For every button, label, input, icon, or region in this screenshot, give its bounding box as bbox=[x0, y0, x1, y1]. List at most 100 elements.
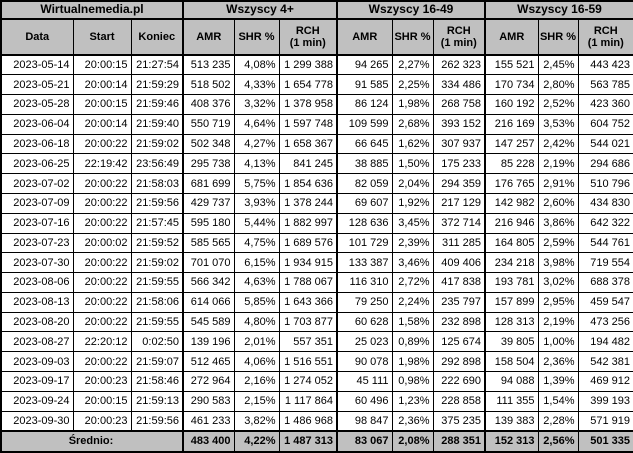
table-cell: 272 964 bbox=[182, 371, 235, 392]
table-cell: 1,98% bbox=[391, 94, 434, 115]
group-header-all-16-59: Wszyscy 16-59 bbox=[484, 0, 633, 20]
table-cell: 307 937 bbox=[432, 133, 486, 155]
table-cell: 544 761 bbox=[577, 232, 633, 254]
table-cell: 688 378 bbox=[577, 272, 633, 293]
table-cell: 2023-05-21 bbox=[0, 74, 74, 96]
table-cell: 2,01% bbox=[233, 331, 280, 353]
table-cell: 20:00:22 bbox=[72, 291, 132, 313]
table-cell: 2,72% bbox=[391, 272, 434, 293]
table-cell: 39 805 bbox=[484, 331, 539, 353]
table-cell: 393 152 bbox=[432, 113, 486, 135]
table-cell: 21:59:52 bbox=[130, 232, 184, 254]
table-cell: 98 847 bbox=[336, 410, 393, 432]
footer-value: 152 313 bbox=[484, 430, 539, 453]
table-cell: 23:56:49 bbox=[130, 153, 184, 175]
table-cell: 2023-09-30 bbox=[0, 410, 74, 432]
table-cell: 0:02:50 bbox=[130, 331, 184, 353]
col-header-rch-16-49: RCH (1 min) bbox=[432, 18, 486, 56]
table-row: 2023-07-09 20:00:22 21:59:56 429 737 3,93% 1 … bbox=[0, 192, 633, 214]
table-cell: 3,86% bbox=[537, 212, 579, 234]
table-cell: 5,85% bbox=[233, 291, 280, 313]
table-cell: 544 021 bbox=[577, 133, 633, 155]
table-row: 2023-09-03 20:00:22 21:59:07 512 465 4,06% 1 … bbox=[0, 351, 633, 372]
table-cell: 139 383 bbox=[484, 410, 539, 432]
table-cell: 21:58:06 bbox=[130, 291, 184, 313]
table-cell: 614 066 bbox=[182, 291, 235, 313]
table-cell: 2023-07-09 bbox=[0, 192, 74, 214]
table-row: 2023-09-17 20:00:23 21:58:46 272 964 2,16% 1 … bbox=[0, 371, 633, 392]
table-cell: 408 376 bbox=[182, 94, 235, 115]
table-cell: 2023-07-16 bbox=[0, 212, 74, 234]
table-cell: 1,00% bbox=[537, 331, 579, 353]
table-cell: 4,06% bbox=[233, 351, 280, 372]
table-cell: 1 854 636 bbox=[278, 173, 338, 194]
table-cell: 60 496 bbox=[336, 390, 393, 412]
table-cell: 20:00:14 bbox=[72, 74, 132, 96]
group-header-all-16-49: Wszyscy 16-49 bbox=[336, 0, 486, 20]
table-cell: 21:59:02 bbox=[130, 252, 184, 274]
table-cell: 1 689 576 bbox=[278, 232, 338, 254]
table-row: 2023-07-02 20:00:22 21:58:03 681 699 5,75% 1 … bbox=[0, 173, 633, 194]
col-header-shr-4plus: SHR % bbox=[233, 18, 280, 56]
table-row: 2023-07-23 20:00:02 21:59:52 585 565 4,75% 1 … bbox=[0, 232, 633, 254]
table-cell: 101 729 bbox=[336, 232, 393, 254]
table-cell: 2023-05-14 bbox=[0, 54, 74, 76]
table-cell: 2,59% bbox=[537, 232, 579, 254]
table-cell: 216 946 bbox=[484, 212, 539, 234]
group-header-row: Wirtualnemedia.pl Wszyscy 4+ Wszyscy 16-… bbox=[0, 0, 633, 20]
col-header-start: Start bbox=[72, 18, 132, 56]
table-cell: 1,92% bbox=[391, 192, 434, 214]
table-cell: 4,13% bbox=[233, 153, 280, 175]
table-cell: 642 322 bbox=[577, 212, 633, 234]
table-cell: 128 636 bbox=[336, 212, 393, 234]
table-cell: 21:58:03 bbox=[130, 173, 184, 194]
table-cell: 21:59:56 bbox=[130, 410, 184, 432]
table-cell: 2,16% bbox=[233, 371, 280, 392]
table-cell: 21:59:55 bbox=[130, 311, 184, 333]
table-cell: 128 313 bbox=[484, 311, 539, 333]
table-cell: 518 502 bbox=[182, 74, 235, 96]
table-cell: 1 274 052 bbox=[278, 371, 338, 392]
table-cell: 20:00:15 bbox=[72, 94, 132, 115]
table-cell: 20:00:22 bbox=[72, 212, 132, 234]
table-cell: 22:19:42 bbox=[72, 153, 132, 175]
table-cell: 571 919 bbox=[577, 410, 633, 432]
table-cell: 164 805 bbox=[484, 232, 539, 254]
table-cell: 566 342 bbox=[182, 272, 235, 293]
table-cell: 2023-07-23 bbox=[0, 232, 74, 254]
table-cell: 232 898 bbox=[432, 311, 486, 333]
table-cell: 176 765 bbox=[484, 173, 539, 194]
table-row: 2023-05-14 20:00:15 21:27:54 513 235 4,08% 1 … bbox=[0, 54, 633, 76]
table-cell: 2,45% bbox=[537, 54, 579, 76]
table-cell: 22:20:12 bbox=[72, 331, 132, 353]
table-cell: 290 583 bbox=[182, 390, 235, 412]
table-cell: 294 686 bbox=[577, 153, 633, 175]
table-cell: 142 982 bbox=[484, 192, 539, 214]
table-cell: 20:00:15 bbox=[72, 54, 132, 76]
table-title: Wirtualnemedia.pl bbox=[0, 0, 184, 20]
table-cell: 21:59:46 bbox=[130, 94, 184, 115]
table-row: 2023-06-18 20:00:22 21:59:02 502 348 4,27% 1 … bbox=[0, 133, 633, 155]
table-cell: 90 078 bbox=[336, 351, 393, 372]
table-cell: 423 360 bbox=[577, 94, 633, 115]
table-cell: 85 228 bbox=[484, 153, 539, 175]
table-row: 2023-05-28 20:00:15 21:59:46 408 376 3,32% 1 … bbox=[0, 94, 633, 115]
table-cell: 375 235 bbox=[432, 410, 486, 432]
table-cell: 3,93% bbox=[233, 192, 280, 214]
table-cell: 20:00:15 bbox=[72, 390, 132, 412]
table-cell: 563 785 bbox=[577, 74, 633, 96]
footer-value: 288 351 bbox=[432, 430, 486, 453]
group-header-all-4plus: Wszyscy 4+ bbox=[182, 0, 338, 20]
table-cell: 1,54% bbox=[537, 390, 579, 412]
table-cell: 2,36% bbox=[537, 351, 579, 372]
table-cell: 228 858 bbox=[432, 390, 486, 412]
footer-value: 83 067 bbox=[336, 430, 393, 453]
table-cell: 2,25% bbox=[391, 74, 434, 96]
table-cell: 133 387 bbox=[336, 252, 393, 274]
footer-average-label: Średnio: bbox=[0, 430, 184, 453]
table-cell: 20:00:22 bbox=[72, 311, 132, 333]
table-cell: 513 235 bbox=[182, 54, 235, 76]
footer-value: 2,56% bbox=[537, 430, 579, 453]
table-cell: 557 351 bbox=[278, 331, 338, 353]
table-cell: 2,19% bbox=[537, 153, 579, 175]
